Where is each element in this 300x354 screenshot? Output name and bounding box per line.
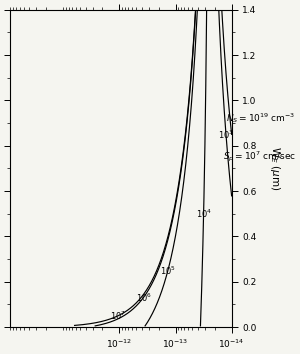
Text: $10^7$: $10^7$	[110, 309, 127, 322]
Text: $10^3$: $10^3$	[218, 128, 234, 141]
Text: $S_p = 10^7$ cm/sec: $S_p = 10^7$ cm/sec	[223, 150, 296, 164]
Text: $10^4$: $10^4$	[196, 207, 212, 220]
Text: $10^6$: $10^6$	[136, 291, 152, 304]
Text: $10^5$: $10^5$	[160, 264, 176, 276]
Text: $N_S = 10^{19}$ cm$^{-3}$: $N_S = 10^{19}$ cm$^{-3}$	[226, 112, 295, 125]
Y-axis label: W$_E$ ($\mu$m): W$_E$ ($\mu$m)	[268, 146, 281, 190]
